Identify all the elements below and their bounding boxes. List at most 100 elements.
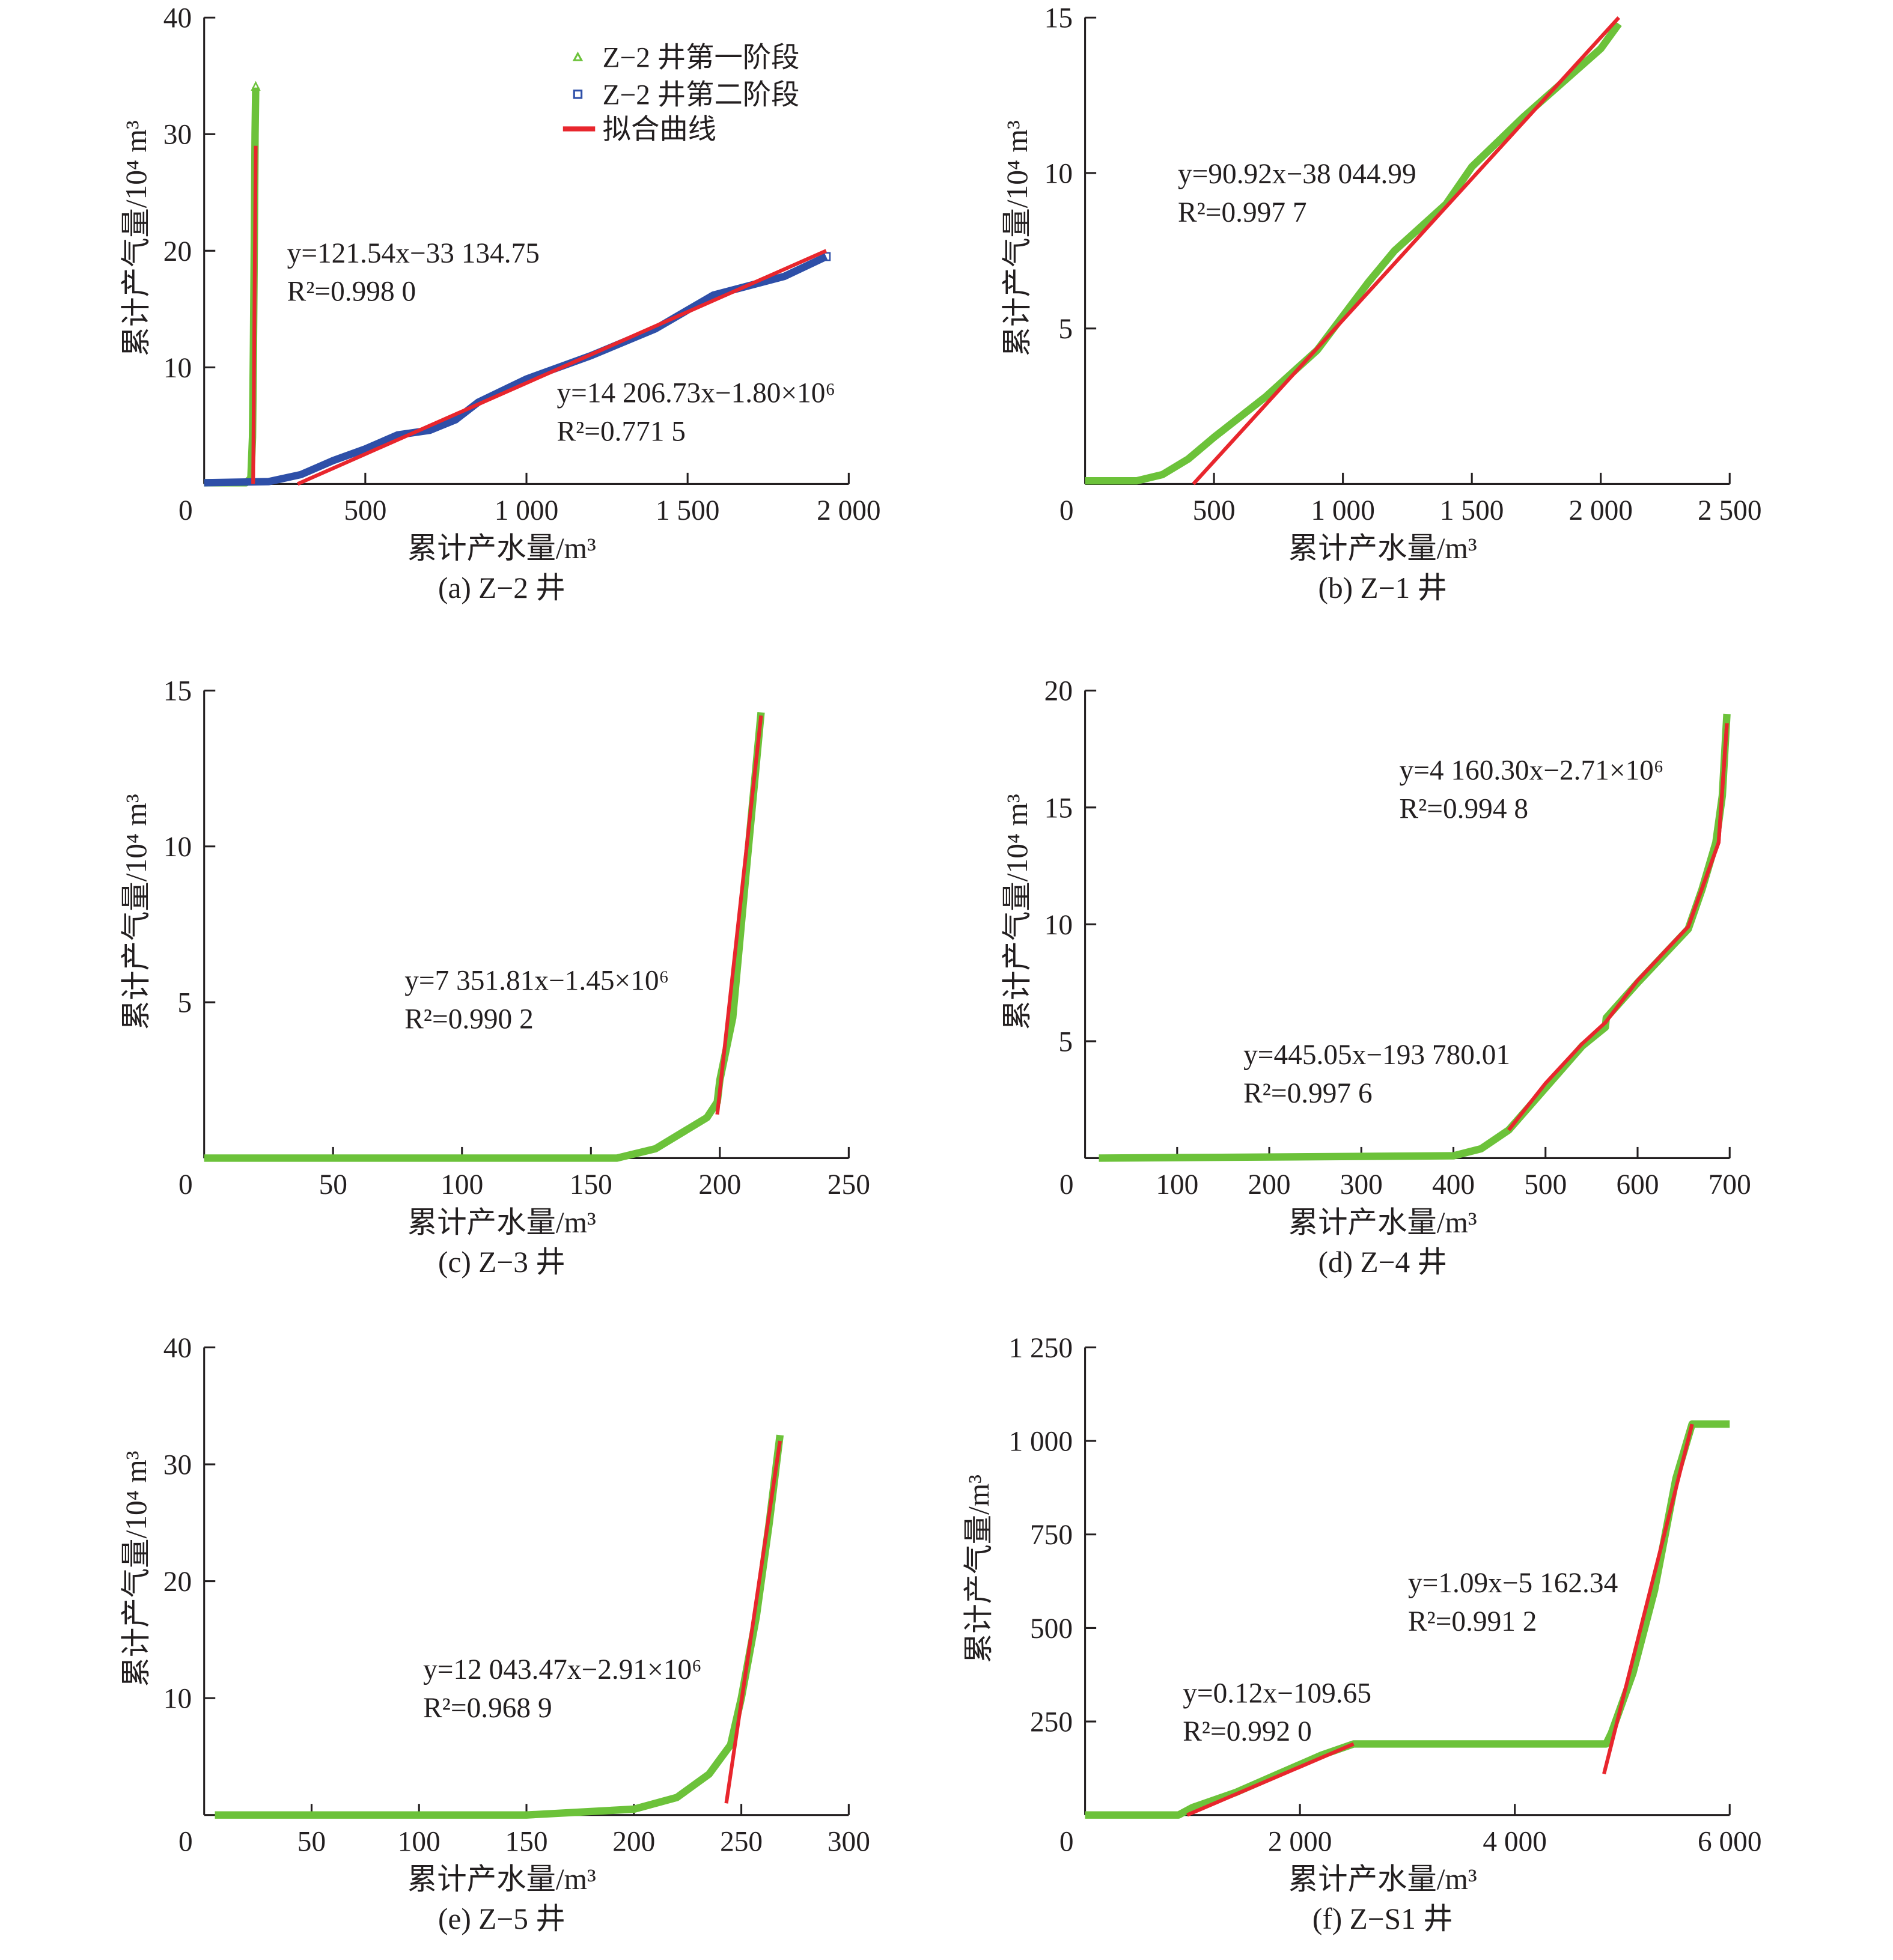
- chart-caption: (f) Z−S1 井: [1312, 1902, 1453, 1935]
- fit-line: [1192, 16, 1621, 485]
- x-tick-label: 2 000: [1268, 1826, 1332, 1857]
- legend-label-fit: 拟合曲线: [603, 114, 716, 145]
- x-tick-label: 6 000: [1698, 1826, 1762, 1857]
- fit-equation: y=12 043.47x−2.91×10⁶: [423, 1654, 702, 1685]
- x-tick-label: 50: [297, 1826, 326, 1857]
- stage1-end-marker: [251, 81, 261, 91]
- chart-caption: (e) Z−5 井: [438, 1902, 565, 1935]
- fit-line: [251, 145, 258, 484]
- chart-caption: (a) Z−2 井: [438, 571, 565, 604]
- fit-r-squared: R²=0.990 2: [404, 1003, 534, 1035]
- x-tick-label: 250: [720, 1826, 763, 1857]
- x-tick-label: 0: [178, 495, 193, 526]
- y-axis-label: 累计产气量/10⁴ m³: [1001, 120, 1034, 356]
- fit-r-squared: R²=0.994 8: [1400, 793, 1529, 824]
- y-tick-label: 5: [177, 988, 192, 1019]
- x-tick-label: 4 000: [1483, 1826, 1547, 1857]
- x-tick-label: 200: [612, 1826, 655, 1857]
- legend-label-stage2: Z−2 井第二阶段: [603, 79, 800, 111]
- y-tick-label: 15: [1044, 793, 1073, 824]
- x-axis-label: 累计产水量/m³: [1288, 532, 1477, 565]
- fit-equation: y=90.92x−38 044.99: [1178, 159, 1416, 190]
- y-tick-label: 20: [1044, 676, 1073, 707]
- y-tick-label: 20: [163, 236, 192, 267]
- fit-equation: y=0.12x−109.65: [1183, 1678, 1371, 1709]
- fit-r-squared: R²=0.991 2: [1408, 1606, 1537, 1637]
- y-tick-label: 750: [1030, 1520, 1073, 1551]
- x-axis-label: 累计产水量/m³: [1288, 1863, 1477, 1896]
- chart-caption: (b) Z−1 井: [1318, 571, 1447, 604]
- x-tick-label: 600: [1616, 1169, 1659, 1201]
- x-tick-label: 500: [1524, 1169, 1567, 1201]
- fit-r-squared: R²=0.997 7: [1178, 197, 1307, 228]
- chart-caption: (d) Z−4 井: [1318, 1246, 1447, 1279]
- y-tick-label: 30: [163, 1450, 192, 1481]
- x-tick-label: 100: [440, 1169, 483, 1201]
- data-series: [1085, 1420, 1730, 1819]
- data-series: [1085, 21, 1622, 485]
- x-tick-label: 0: [1059, 495, 1074, 526]
- y-tick-label: 15: [1044, 3, 1073, 34]
- fit-line: [724, 1440, 782, 1804]
- y-tick-label: 40: [163, 1333, 192, 1364]
- x-tick-label: 50: [319, 1169, 347, 1201]
- y-tick-label: 40: [163, 3, 192, 34]
- chart-panel-a: 0 500 1 000 1 500 2 000 10 20 30 40 累计产水量/m³ (a) Z…: [120, 3, 881, 604]
- y-tick-label: 250: [1030, 1707, 1073, 1738]
- legend-triangle-marker: [572, 51, 584, 61]
- y-tick-label: 15: [163, 676, 192, 707]
- x-tick-label: 1 500: [656, 495, 720, 526]
- data-series: [215, 1434, 784, 1819]
- fit-line: [1602, 1423, 1694, 1774]
- x-tick-label: 2 000: [817, 495, 881, 526]
- x-tick-label: 1 000: [495, 495, 559, 526]
- x-tick-label: 200: [698, 1169, 741, 1201]
- x-tick-label: 500: [1193, 495, 1236, 526]
- chart-panel-e: 0 50 100 150 200 250 300 10 20 30 40 累计产水量/m³ (e) Z−…: [120, 1333, 870, 1935]
- y-axis-label: 累计产气量/10⁴ m³: [120, 1451, 153, 1687]
- x-tick-label: 150: [570, 1169, 612, 1201]
- x-tick-label: 400: [1432, 1169, 1475, 1201]
- x-tick-label: 100: [1156, 1169, 1198, 1201]
- x-tick-label: 100: [398, 1826, 440, 1857]
- chart-panel-c: 0 50 100 150 200 250 5 10 15 累计产水量/m³ (c) Z−3 井 累计产…: [120, 676, 870, 1279]
- y-tick-label: 1 000: [1008, 1426, 1073, 1458]
- x-tick-label: 2 000: [1568, 495, 1633, 526]
- y-tick-label: 10: [163, 353, 192, 384]
- fit-line: [715, 715, 763, 1115]
- legend-square-marker: [573, 90, 583, 99]
- y-tick-label: 500: [1030, 1613, 1073, 1645]
- chart-panel-d: 0 100 200 300 400 500 600 700 5 10 15 20 累计产水量/m³ (d)…: [1001, 676, 1751, 1279]
- y-tick-label: 5: [1058, 1026, 1073, 1058]
- x-tick-label: 1 000: [1311, 495, 1375, 526]
- y-tick-label: 1 250: [1008, 1333, 1073, 1364]
- fit-line: [1186, 1742, 1355, 1817]
- x-tick-label: 500: [344, 495, 386, 526]
- stage2-end-marker: [822, 252, 831, 261]
- x-axis-label: 累计产水量/m³: [407, 532, 596, 565]
- y-tick-label: 10: [1044, 158, 1073, 189]
- y-tick-label: 20: [163, 1566, 192, 1598]
- x-tick-label: 0: [178, 1169, 193, 1201]
- fit-line: [296, 249, 828, 486]
- x-tick-label: 0: [178, 1826, 193, 1857]
- chart-caption: (c) Z−3 井: [438, 1246, 565, 1279]
- chart-panel-f: 0 2 000 4 000 6 000 250 500 750 1 000 1 250 累计产水量…: [962, 1333, 1762, 1935]
- data-series: [204, 711, 765, 1162]
- data-series: [204, 253, 828, 487]
- y-tick-label: 10: [1044, 910, 1073, 941]
- fit-equation: y=4 160.30x−2.71×10⁶: [1400, 755, 1664, 786]
- x-tick-label: 300: [828, 1826, 870, 1857]
- y-tick-label: 30: [163, 120, 192, 151]
- y-tick-label: 10: [163, 832, 192, 863]
- x-tick-label: 0: [1059, 1169, 1074, 1201]
- y-axis-label: 累计产气量/10⁴ m³: [120, 794, 153, 1030]
- fit-r-squared: R²=0.771 5: [556, 416, 686, 447]
- y-axis-label: 累计产气量/m³: [962, 1475, 995, 1663]
- x-tick-label: 150: [505, 1826, 548, 1857]
- x-tick-label: 0: [1059, 1826, 1074, 1857]
- x-tick-label: 700: [1709, 1169, 1751, 1201]
- x-tick-label: 250: [828, 1169, 870, 1201]
